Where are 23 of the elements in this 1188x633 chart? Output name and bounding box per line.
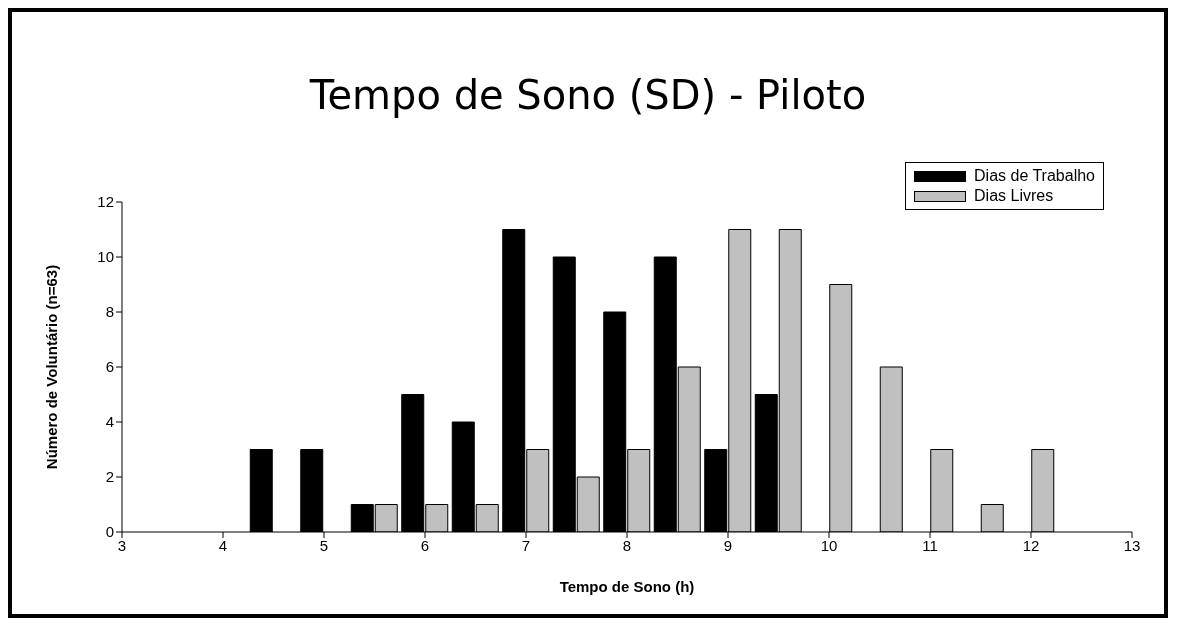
x-tick-label: 13 <box>1123 536 1141 554</box>
x-tick-label: 7 <box>521 536 531 554</box>
x-tick-label: 12 <box>1022 536 1040 554</box>
y-tick-label: 8 <box>105 303 114 321</box>
y-tick-label: 2 <box>105 468 114 486</box>
x-axis-title: Tempo de Sono (h) <box>559 578 695 595</box>
chart-title: Tempo de Sono (SD) - Piloto <box>308 72 868 118</box>
legend-label: Dias Livres <box>974 186 1054 206</box>
x-tick-label: 10 <box>820 536 838 554</box>
legend-label: Dias de Trabalho <box>974 166 1095 186</box>
y-tick-label: 6 <box>105 358 114 376</box>
x-tick-label: 4 <box>218 536 228 554</box>
x-tick-label: 11 <box>922 536 938 554</box>
y-tick-label: 4 <box>105 413 114 431</box>
x-tick-label: 8 <box>622 536 632 554</box>
x-tick-label: 3 <box>117 536 127 554</box>
x-tick-label: 5 <box>319 536 329 554</box>
x-tick-label: 9 <box>723 536 733 554</box>
y-tick-label: 0 <box>105 523 114 541</box>
y-tick-label: 12 <box>97 193 114 211</box>
y-tick-label: 10 <box>97 248 114 266</box>
y-axis-title: Número de Voluntário (n=63) <box>43 264 61 470</box>
x-tick-label: 6 <box>420 536 430 554</box>
